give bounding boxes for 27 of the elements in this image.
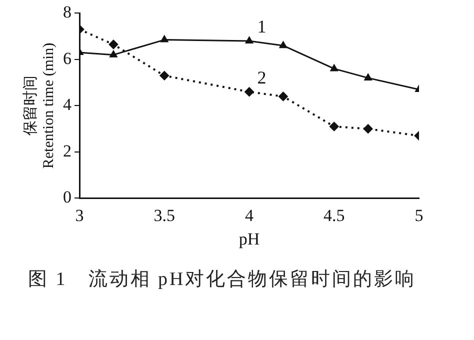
point — [364, 74, 372, 80]
point — [364, 124, 373, 134]
x-tick-label: 5 — [414, 206, 424, 225]
caption: 图 1 流动相 pH对化合物保留时间的影响 — [28, 268, 418, 292]
y-tick-label: 0 — [63, 188, 72, 207]
x-tick-label: 4 — [245, 206, 254, 225]
point — [160, 36, 168, 42]
series-label: 2 — [257, 68, 266, 88]
x-tick-label: 4.5 — [324, 206, 345, 225]
y-tick-label: 4 — [63, 95, 72, 114]
point — [244, 87, 254, 96]
x-tick-label: 3.5 — [154, 206, 175, 225]
y-tick-label: 2 — [63, 141, 72, 160]
y-axis-title: 保留时间 Retention time (min) — [22, 42, 57, 169]
y-tick-label: 6 — [63, 48, 72, 68]
point — [160, 71, 169, 80]
point — [245, 36, 254, 44]
point — [279, 41, 287, 48]
point — [330, 122, 339, 132]
point — [278, 92, 288, 101]
point — [330, 64, 338, 72]
x-tick-label: 3 — [75, 206, 84, 225]
series-label: 1 — [257, 16, 266, 37]
point — [108, 40, 118, 49]
y-tick-label: 8 — [63, 2, 72, 22]
x-axis-title: pH — [238, 229, 260, 248]
point — [110, 50, 118, 58]
